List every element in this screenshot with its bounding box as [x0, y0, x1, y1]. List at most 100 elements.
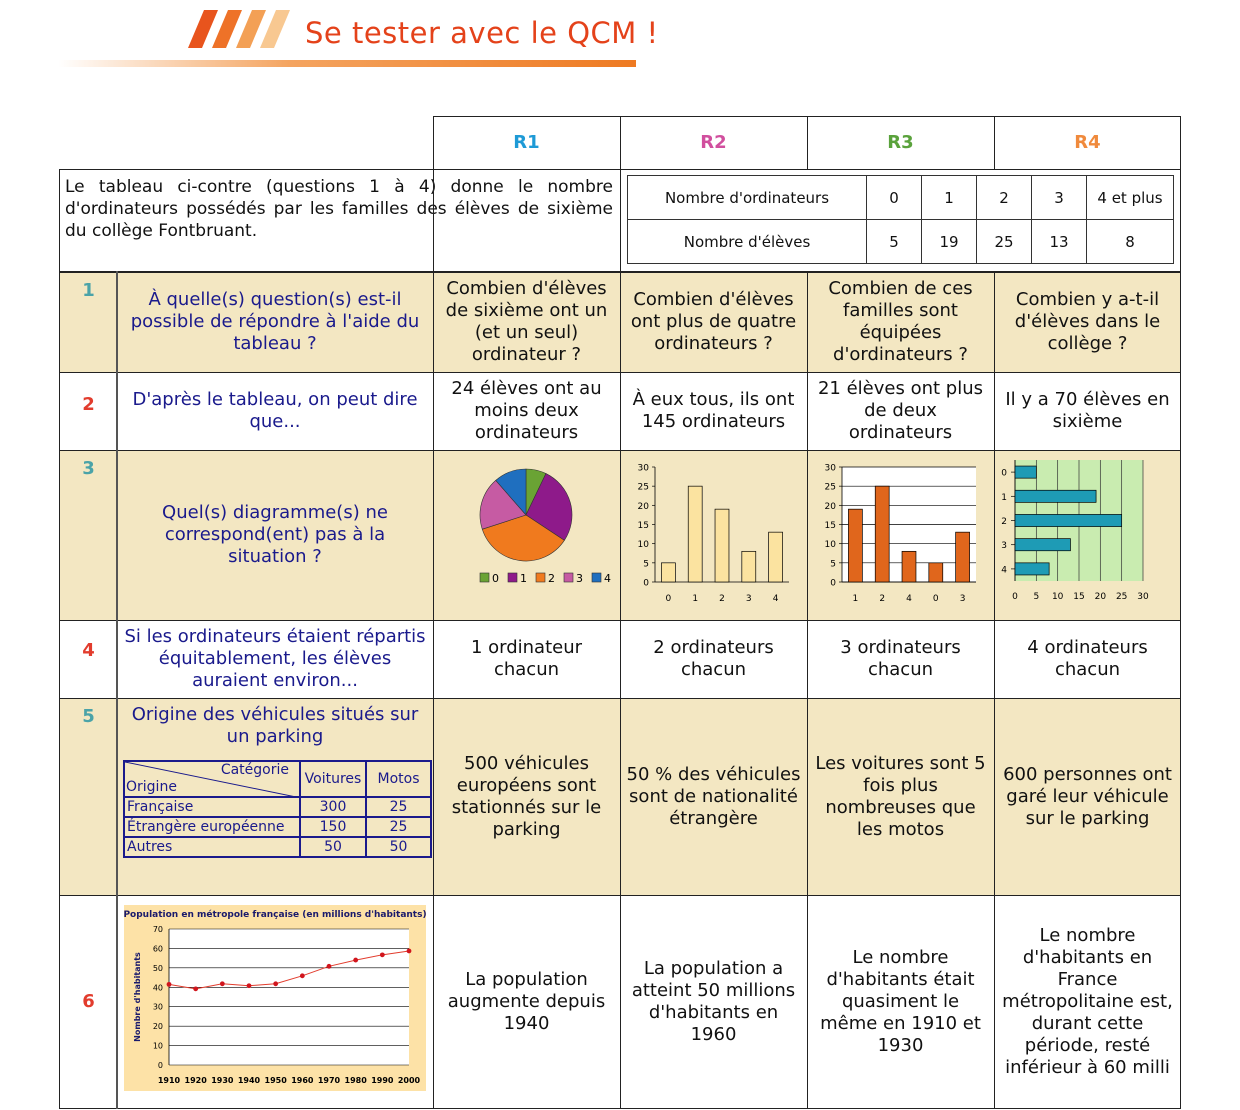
- answer-r4: Il y a 70 élèves en sixième: [1005, 389, 1170, 432]
- computers-cell: 0: [866, 175, 922, 220]
- pie-slice: [495, 468, 527, 516]
- y-tick-label: 20: [153, 1022, 163, 1031]
- series-line: [168, 950, 410, 990]
- x-tick-label: 10: [1052, 592, 1064, 602]
- y-tick-label: 4: [1001, 565, 1007, 575]
- x-tick-label: 1930: [211, 1076, 234, 1085]
- data-point: [219, 981, 225, 987]
- horizontal-bar-chart-r4: 0 5 10 15 20 25 30 0 1 2 3 4: [1001, 460, 1149, 602]
- vehicles-cell: 25: [365, 816, 432, 838]
- bar: [768, 531, 783, 583]
- x-tick-label: 2: [719, 594, 725, 604]
- legend-swatch: [507, 572, 518, 583]
- answer-r3: Combien de ces familles sont équipées d'…: [807, 272, 994, 372]
- x-tick-label: 5: [1033, 592, 1039, 602]
- y-tick-label: 15: [638, 521, 649, 531]
- legend-swatch: [591, 572, 602, 583]
- grid-line: [433, 116, 434, 1109]
- y-tick-label: 20: [638, 502, 650, 512]
- y-tick-label: 60: [153, 944, 163, 953]
- plot-area: [169, 929, 409, 1065]
- data-point: [326, 963, 332, 969]
- bar: [1014, 489, 1097, 503]
- y-tick-label: 0: [643, 579, 649, 589]
- grid-line: [807, 271, 808, 1109]
- students-cell: 13: [1031, 219, 1087, 264]
- y-tick-label: 30: [153, 1003, 163, 1012]
- bar: [955, 531, 970, 583]
- computers-cell: 2: [976, 175, 1032, 220]
- grid-line: [994, 116, 995, 170]
- question-text: À quelle(s) question(s) est-il possible …: [117, 272, 433, 372]
- vehicles-cell: 50: [365, 836, 432, 858]
- x-tick-label: 1910: [158, 1076, 181, 1085]
- bar-chart-r2: 0 5 10 15 20 25 30 0 1 2 3 4: [638, 464, 789, 604]
- bar: [714, 508, 730, 583]
- vehicles-table: Catégorie Origine Voitures Motos Françai…: [123, 760, 432, 858]
- x-tick-label: 2: [879, 594, 885, 604]
- grid-line: [807, 116, 808, 170]
- data-point: [406, 948, 412, 954]
- intro-text: Le tableau ci-contre (questions 1 à 4) d…: [65, 177, 613, 241]
- bar: [928, 562, 944, 583]
- y-tick-label: 0: [158, 1061, 163, 1070]
- grid-line: [116, 271, 118, 1109]
- question-number: 3: [60, 450, 117, 620]
- y-tick-label: 50: [153, 964, 163, 973]
- header-r3: R3: [887, 132, 914, 153]
- x-tick-label: 15: [1073, 592, 1084, 602]
- question-number: 4: [82, 640, 95, 661]
- y-tick-label: 20: [825, 502, 837, 512]
- x-tick-label: 1990: [371, 1076, 394, 1085]
- bar: [874, 485, 890, 583]
- y-tick-label: 2: [1001, 517, 1007, 527]
- students-cell: 8: [1086, 219, 1174, 264]
- grid-line: [994, 271, 995, 1109]
- y-tick-label: 10: [638, 540, 650, 550]
- banner-underline: [58, 60, 636, 67]
- y-tick-label: 10: [153, 1042, 163, 1051]
- x-tick-label: 1940: [238, 1076, 261, 1085]
- students-cell: 5: [866, 219, 922, 264]
- pie-slice: [525, 473, 573, 541]
- computers-cell: 4 et plus: [1086, 175, 1174, 220]
- answer-r4: Combien y a-t-il d'élèves dans le collèg…: [994, 272, 1181, 372]
- bar: [1014, 514, 1123, 527]
- data-point: [273, 981, 279, 987]
- bar: [848, 508, 863, 583]
- computers-cell: 3: [1031, 175, 1087, 220]
- vehicles-row-label: Française: [123, 796, 301, 818]
- x-tick-label: 1950: [265, 1076, 288, 1085]
- bar-chart-r3: 0 5 10 15 20 25 30 1 2 4 0 3: [825, 464, 976, 604]
- bar: [1014, 538, 1071, 552]
- computers-cell: 1: [921, 175, 977, 220]
- x-tick-label: 0: [1012, 592, 1018, 602]
- x-tick-label: 2000: [398, 1076, 421, 1085]
- students-cell: 25: [976, 219, 1032, 264]
- banner-title: Se tester avec le QCM !: [305, 16, 659, 50]
- answer-r2: À eux tous, ils ont 145 ordinateurs: [632, 389, 795, 432]
- x-tick-label: 25: [1116, 592, 1127, 602]
- y-tick-label: 5: [830, 559, 836, 569]
- grid-line: [59, 169, 60, 1109]
- y-tick-label: 3: [1001, 541, 1007, 551]
- answer-r2: 50 % des véhicules sont de nationalité é…: [620, 698, 807, 895]
- bar: [1014, 465, 1037, 479]
- answer-r1: La population augmente depuis 1940: [447, 969, 606, 1034]
- y-tick-label: 15: [825, 521, 836, 531]
- students-cell: 19: [921, 219, 977, 264]
- x-tick-label: 1920: [185, 1076, 208, 1085]
- students-row-label: Nombre d'élèves: [627, 219, 867, 264]
- population-line-chart: Population en métropole française (en mi…: [124, 905, 426, 1091]
- answer-r4: 4 ordinateurs chacun: [1027, 637, 1148, 680]
- answer-r1: 24 élèves ont au moins deux ordinateurs: [451, 378, 602, 443]
- y-tick-label: 30: [638, 464, 650, 474]
- vehicles-cell: 300: [299, 796, 367, 818]
- x-tick-label: 3: [746, 594, 752, 604]
- pie-slice: [481, 514, 565, 562]
- header-r1: R1: [513, 132, 540, 153]
- x-tick-label: 30: [1137, 592, 1149, 602]
- answer-r2: Combien d'élèves ont plus de quatre ordi…: [620, 272, 807, 372]
- x-tick-label: 1980: [345, 1076, 368, 1085]
- answer-r3: Les voitures sont 5 fois plus nombreuses…: [807, 698, 994, 895]
